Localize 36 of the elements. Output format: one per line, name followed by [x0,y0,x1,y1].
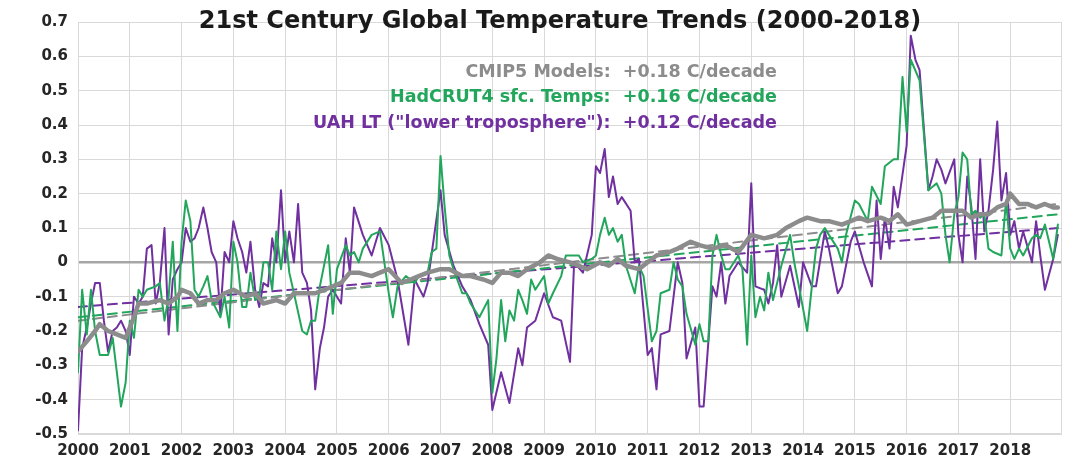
y-tick-label: 0.4 [41,114,68,133]
x-tick-label: 2016 [885,440,928,459]
chart-title: 21st Century Global Temperature Trends (2000-2018) [198,6,922,34]
y-tick-label: -0.5 [35,423,68,442]
x-tick-label: 2007 [419,440,462,459]
x-tick-label: 2003 [212,440,255,459]
x-tick-label: 2009 [523,440,565,459]
x-tick-label: 2014 [782,440,824,459]
x-tick-label: 2015 [833,440,876,459]
y-tick-label: 0 [57,252,68,271]
x-tick-label: 2000 [57,440,99,459]
y-tick-label: 0.2 [41,183,68,202]
y-tick-label: -0.4 [35,389,68,408]
x-tick-label: 2008 [471,440,514,459]
x-tick-label: 2012 [678,440,721,459]
x-tick-label: 2018 [989,440,1032,459]
text: HadCRUT4 sfc. Temps: +0.16 C/decade [390,86,778,107]
x-tick-label: 2006 [367,440,410,459]
x-tick-label: 2010 [575,440,617,459]
y-tick-label: -0.2 [35,320,68,339]
x-tick-label: 2001 [108,440,151,459]
x-tick-label: 2013 [730,440,773,459]
y-tick-label: 0.1 [41,217,68,236]
y-tick-label: -0.3 [35,355,68,374]
y-tick-label: 0.6 [41,46,68,65]
x-tick-label: 2005 [316,440,358,459]
text: CMIP5 Models: +0.18 C/decade [465,60,778,81]
x-tick-label: 2017 [937,440,980,459]
x-tick-label: 2002 [160,440,203,459]
text: UAH LT ("lower troposphere"): +0.12 C/decade [313,111,778,132]
x-tick-label: 2011 [626,440,669,459]
x-tick-label: 2004 [264,440,307,459]
y-tick-label: 0.3 [41,149,68,168]
y-tick-label: 0.7 [41,11,68,30]
y-tick-label: 0.5 [41,80,68,99]
y-tick-label: -0.1 [35,286,68,305]
